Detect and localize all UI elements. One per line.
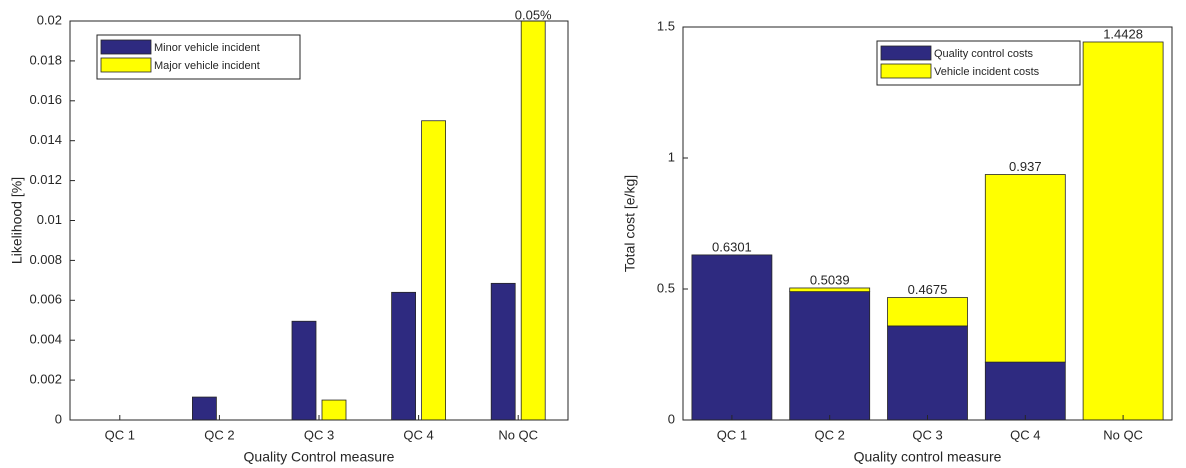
y-axis-label: Total cost [e/kg]	[622, 175, 638, 272]
legend-label: Major vehicle incident	[154, 60, 260, 72]
x-axis-label: Quality control measure	[854, 449, 1002, 465]
legend-swatch	[880, 63, 932, 79]
y-tick-label: 0	[668, 411, 675, 426]
y-axis-label: Likelihood [%]	[9, 177, 25, 264]
x-tick-label: No QC	[1103, 427, 1143, 442]
bar-segment	[789, 287, 871, 293]
legend-swatch	[100, 39, 152, 55]
total-label: 0.4675	[908, 282, 948, 297]
y-tick-label: 1	[668, 149, 675, 164]
total-label: 0.6301	[712, 239, 752, 254]
x-tick-label: QC 1	[105, 427, 135, 442]
bar-segment	[887, 325, 968, 420]
x-tick-label: QC 4	[403, 427, 433, 442]
y-tick-label: 0.004	[29, 332, 62, 347]
plot-area	[191, 21, 546, 420]
x-axis-label: Quality Control measure	[244, 449, 395, 465]
x-tick-label: QC 4	[1010, 427, 1040, 442]
x-tick-label: QC 3	[912, 427, 942, 442]
y-tick-label: 0.006	[29, 292, 62, 307]
y-tick-label: 0.5	[657, 280, 675, 295]
y-tick-label: 0	[55, 411, 62, 426]
x-tick-label: QC 1	[717, 427, 747, 442]
y-tick-label: 0.012	[29, 172, 62, 187]
bar-segment	[887, 297, 968, 327]
y-tick-label: 0.018	[29, 52, 62, 67]
y-tick-label: 0.01	[37, 212, 62, 227]
legend-swatch	[100, 57, 152, 73]
bar-segment	[984, 174, 1066, 363]
legend-label: Quality control costs	[934, 48, 1034, 60]
total-label: 1.4428	[1103, 26, 1143, 41]
y-tick-label: 0.014	[29, 132, 62, 147]
x-tick-label: QC 2	[815, 427, 845, 442]
bar-segment	[789, 291, 871, 420]
legend-label: Vehicle incident costs	[934, 66, 1040, 78]
bar	[391, 291, 417, 420]
plot-area	[691, 41, 1164, 420]
x-tick-label: QC 2	[204, 427, 234, 442]
bar	[191, 396, 217, 420]
legend-label: Minor vehicle incident	[154, 42, 260, 54]
bar	[490, 282, 516, 420]
y-tick-label: 0.02	[37, 12, 62, 27]
value-label: 0.05%	[515, 7, 552, 22]
bar-segment	[984, 361, 1066, 420]
total-label: 0.5039	[810, 272, 850, 287]
bar	[520, 21, 546, 420]
bar	[321, 399, 347, 420]
bar-segment	[691, 254, 773, 420]
y-tick-label: 0.002	[29, 372, 62, 387]
y-tick-label: 0.008	[29, 252, 62, 267]
bar-segment	[1082, 41, 1164, 420]
bar	[421, 120, 447, 420]
x-tick-label: No QC	[498, 427, 538, 442]
total-label: 0.937	[1009, 159, 1042, 174]
x-tick-label: QC 3	[304, 427, 334, 442]
legend-swatch	[880, 45, 932, 61]
bar	[291, 320, 317, 420]
y-tick-label: 1.5	[657, 18, 675, 33]
y-tick-label: 0.016	[29, 92, 62, 107]
